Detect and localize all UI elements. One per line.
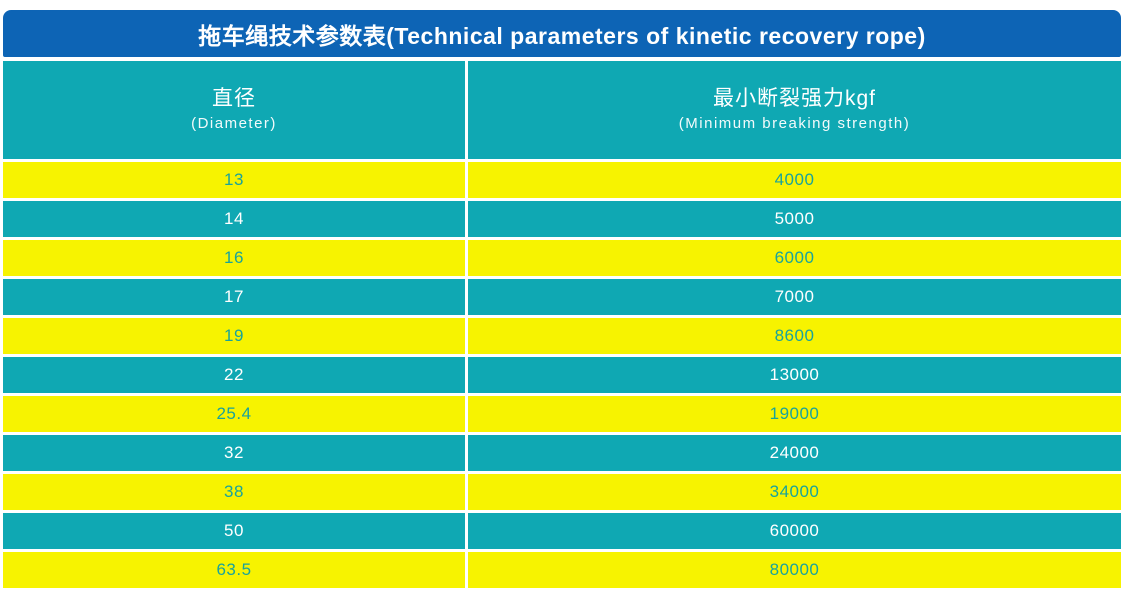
diameter-value: 19	[3, 318, 465, 354]
table-row: 19 8600	[3, 318, 1121, 354]
parameters-table: 拖车绳技术参数表(Technical parameters of kinetic…	[3, 10, 1121, 588]
table-row: 17 7000	[3, 279, 1121, 315]
diameter-value: 13	[3, 162, 465, 198]
strength-value: 34000	[468, 474, 1121, 510]
table-title-bar: 拖车绳技术参数表(Technical parameters of kinetic…	[3, 10, 1121, 57]
table-row: 13 4000	[3, 162, 1121, 198]
diameter-value: 17	[3, 279, 465, 315]
table-row: 14 5000	[3, 201, 1121, 237]
strength-value: 5000	[468, 201, 1121, 237]
header-diameter-en: (Diameter)	[191, 114, 277, 132]
diameter-value: 14	[3, 201, 465, 237]
table-row: 25.4 19000	[3, 396, 1121, 432]
table-row: 22 13000	[3, 357, 1121, 393]
header-diameter-zh: 直径	[212, 86, 256, 110]
strength-value: 24000	[468, 435, 1121, 471]
strength-value: 7000	[468, 279, 1121, 315]
header-cell-strength: 最小断裂强力kgf (Minimum breaking strength)	[468, 61, 1121, 159]
table-body: 13 4000 14 5000 16 6000 17 7000 19 8600 …	[3, 162, 1121, 588]
diameter-value: 50	[3, 513, 465, 549]
diameter-value: 63.5	[3, 552, 465, 588]
table-row: 16 6000	[3, 240, 1121, 276]
header-strength-en: (Minimum breaking strength)	[678, 114, 911, 132]
diameter-value: 25.4	[3, 396, 465, 432]
header-cell-diameter: 直径 (Diameter)	[3, 61, 465, 159]
header-strength-zh: 最小断裂强力kgf	[712, 86, 876, 110]
strength-value: 8600	[468, 318, 1121, 354]
strength-value: 19000	[468, 396, 1121, 432]
table-header-row: 直径 (Diameter) 最小断裂强力kgf (Minimum breakin…	[3, 61, 1121, 159]
diameter-value: 22	[3, 357, 465, 393]
strength-value: 4000	[468, 162, 1121, 198]
strength-value: 60000	[468, 513, 1121, 549]
table-row: 32 24000	[3, 435, 1121, 471]
table-row: 50 60000	[3, 513, 1121, 549]
strength-value: 6000	[468, 240, 1121, 276]
strength-value: 13000	[468, 357, 1121, 393]
table-row: 38 34000	[3, 474, 1121, 510]
strength-value: 80000	[468, 552, 1121, 588]
diameter-value: 32	[3, 435, 465, 471]
diameter-value: 16	[3, 240, 465, 276]
diameter-value: 38	[3, 474, 465, 510]
table-title: 拖车绳技术参数表(Technical parameters of kinetic…	[198, 22, 926, 49]
table-row: 63.5 80000	[3, 552, 1121, 588]
